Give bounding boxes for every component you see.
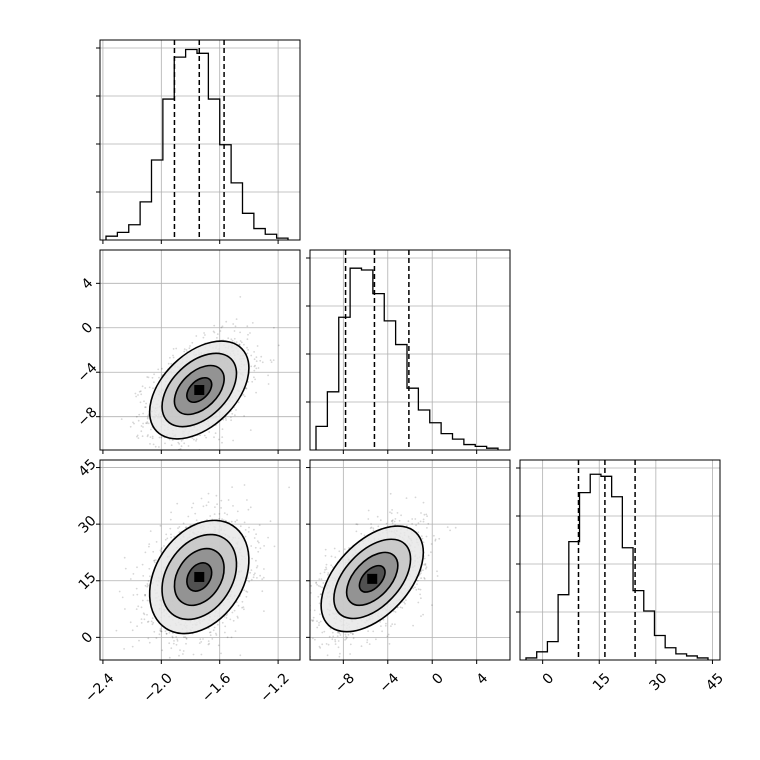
- density-panel-1-3: 0 15 30 45 −2.4 −2.0 −1.6 −1.2: [76, 456, 301, 706]
- density-contour: [173, 364, 225, 416]
- y-tick-label: 4: [79, 275, 97, 293]
- density-contour: [333, 538, 412, 620]
- x-tick-label: 45: [703, 670, 727, 694]
- axes-frame: [519, 459, 721, 661]
- density-contour: [186, 376, 213, 404]
- x-tick-label: −1.2: [257, 670, 292, 705]
- x-tick-label: −2.0: [141, 670, 176, 705]
- y-tick-label: 30: [76, 513, 100, 537]
- y-tick-label: −4: [75, 360, 101, 386]
- axes-frame: [99, 249, 301, 451]
- histogram-panel-3: 0 15 30 45: [516, 459, 727, 694]
- x-tick-label: −1.6: [199, 670, 234, 705]
- histogram-panel-2: [306, 249, 511, 454]
- y-tick-label: 15: [76, 569, 100, 593]
- density-panel-1-2: −8 −4 0 4: [75, 249, 301, 454]
- density-contour: [161, 533, 238, 621]
- density-peak: [194, 385, 205, 395]
- histogram-step: [105, 48, 289, 240]
- x-tick-label: 15: [590, 670, 614, 694]
- axes-frame: [309, 249, 511, 451]
- density-contour: [148, 519, 250, 635]
- x-tick-label: −8: [332, 670, 358, 696]
- x-tick-label: −2.4: [82, 670, 117, 705]
- y-tick-label: 45: [76, 456, 100, 480]
- density-panel-2-3: −8 −4 0 4: [306, 459, 511, 696]
- axes-frame: [99, 39, 301, 241]
- x-tick-label: 4: [474, 670, 492, 688]
- histogram-step: [315, 267, 499, 450]
- density-contour: [345, 551, 399, 607]
- density-contour: [320, 525, 425, 633]
- axes-frame: [99, 459, 301, 661]
- histogram-panel-1: [96, 39, 301, 244]
- density-contour: [148, 340, 250, 440]
- histogram-step: [525, 473, 709, 660]
- x-tick-label: 0: [540, 670, 558, 688]
- density-peak: [367, 573, 378, 584]
- density-contour: [186, 562, 213, 592]
- x-tick-label: 30: [647, 670, 671, 694]
- axes-frame: [309, 459, 511, 661]
- y-tick-label: 0: [79, 629, 97, 647]
- y-tick-label: 0: [79, 320, 97, 338]
- x-tick-label: −4: [376, 670, 402, 696]
- density-contour: [161, 352, 238, 428]
- density-contour: [173, 547, 225, 607]
- density-contour: [358, 564, 386, 593]
- y-tick-label: −8: [75, 404, 101, 430]
- density-peak: [194, 571, 205, 582]
- x-tick-label: 0: [429, 670, 447, 688]
